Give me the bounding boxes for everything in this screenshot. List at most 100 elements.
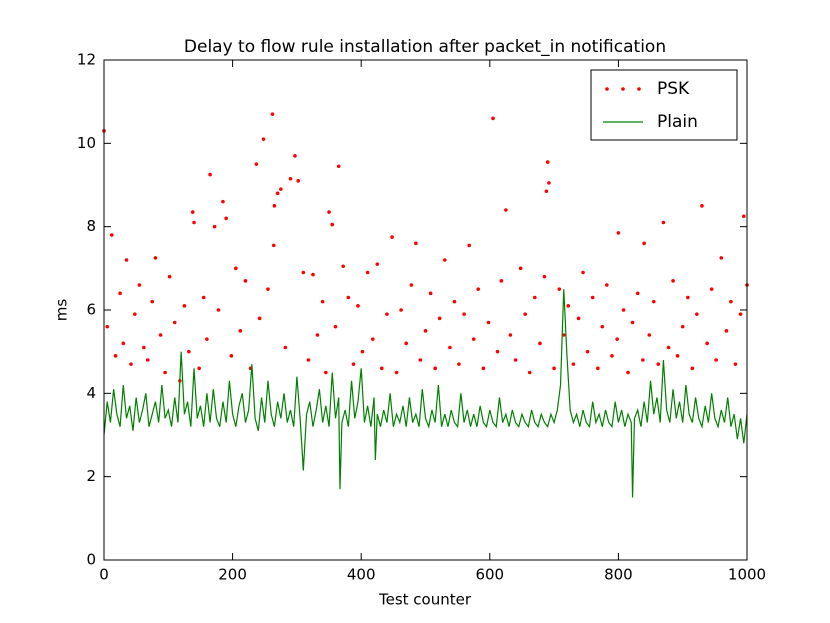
data-point [499,279,504,283]
data-point [150,299,155,304]
data-point [452,299,457,304]
data-point [266,287,270,291]
legend-box [590,69,738,141]
data-point [172,320,177,325]
data-point [462,312,466,316]
data-point [224,216,228,221]
data-point [566,304,571,308]
data-point [544,189,549,194]
data-point [600,324,605,329]
data-point [385,312,389,316]
x-tick-label: 1000 [728,566,766,584]
data-point [145,358,150,362]
data-point [719,256,724,260]
data-point [351,362,356,366]
data-point [437,316,442,321]
data-point [680,324,685,329]
legend-label: PSK [657,79,690,99]
data-line [103,289,748,498]
data-point [433,366,437,371]
data-point [288,176,293,181]
data-point [626,370,630,375]
data-point [610,354,614,358]
data-point [705,341,709,346]
data-point [656,362,661,366]
data-point [192,220,196,225]
data-point [153,256,158,260]
data-point [642,241,646,246]
data-point [394,370,399,375]
data-point [686,295,690,300]
data-point [167,274,172,279]
data-point [216,308,221,312]
legend-label: Plain [657,112,698,132]
data-point [158,333,163,337]
data-point [137,283,142,287]
data-point [279,187,283,191]
data-point [666,345,671,350]
data-point [360,349,365,354]
data-point [390,235,394,239]
data-point [197,366,201,371]
data-point [124,258,129,262]
legend-marker [637,87,641,91]
data-point [315,333,320,337]
data-point [271,243,276,248]
data-point [375,262,380,266]
data-point [605,283,609,287]
data-point [504,208,508,212]
data-point [205,337,209,341]
data-point [208,172,212,177]
data-point [538,341,542,346]
data-point [311,272,315,277]
data-point [457,362,461,366]
data-point [513,358,518,362]
data-point [585,349,590,354]
data-point [238,329,243,333]
data-point [428,291,433,296]
plot-area [102,112,749,498]
data-point [414,241,418,246]
data-point [182,304,187,308]
data-point [471,337,476,341]
data-point [571,362,576,366]
data-point [121,341,126,346]
data-point [647,333,652,337]
data-point [272,204,277,208]
legend: PSK Plain [590,69,738,141]
data-point [481,366,486,371]
data-point [561,333,566,337]
data-point [423,329,428,333]
data-point [320,299,325,304]
data-point [404,341,409,346]
data-point [630,320,635,325]
data-point [346,295,351,300]
data-point [163,370,167,375]
data-point [467,243,472,248]
data-point [545,160,550,164]
data-point [709,287,714,291]
y-tick-label: 4 [86,384,96,402]
legend-marker [605,87,609,91]
x-axis-label: Test counter [378,591,472,609]
data-point [700,204,704,208]
data-point [486,320,491,325]
y-tick-label: 12 [77,51,96,69]
data-point [296,179,300,183]
data-point [641,358,645,362]
data-point [283,345,288,350]
y-tick-label: 8 [86,217,96,235]
data-point [324,370,328,375]
data-point [590,295,595,300]
data-point [113,354,118,358]
y-tick-label: 0 [86,551,96,569]
data-point [261,137,266,141]
x-tick-label: 600 [475,566,504,584]
data-point [275,191,280,196]
data-point [552,366,556,371]
data-point [661,220,666,225]
data-point [133,312,137,316]
data-point [533,295,537,300]
